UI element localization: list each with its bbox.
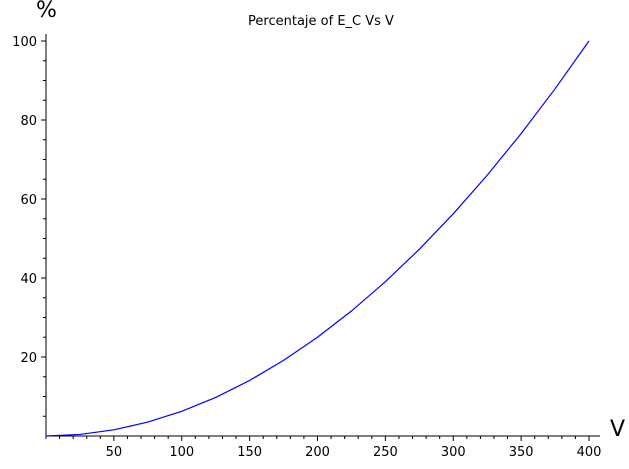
x-tick-label: 350 [509, 445, 534, 460]
ticks: 50 100 150 200 250 300 350 400 20 40 60 80 100 [12, 35, 601, 460]
x-tick-label: 200 [305, 445, 330, 460]
x-tick-label: 50 [106, 445, 123, 460]
series-layer [45, 40, 590, 437]
x-tick-label: 100 [169, 445, 194, 460]
y-tick-label: 40 [20, 272, 37, 287]
chart-title: Percentaje of E_C Vs V [248, 14, 394, 29]
y-tick-label: 60 [20, 193, 37, 208]
y-tick-label: 80 [20, 114, 37, 129]
y-tick-label: 20 [20, 351, 37, 366]
series-line [45, 40, 590, 437]
x-tick-label: 300 [441, 445, 466, 460]
x-tick-label: 250 [373, 445, 398, 460]
y-tick-label: 100 [12, 35, 37, 50]
x-axis-label: V [610, 417, 625, 442]
y-axis-label: % [36, 0, 57, 23]
x-tick-label: 150 [237, 445, 262, 460]
x-tick-label: 400 [577, 445, 602, 460]
